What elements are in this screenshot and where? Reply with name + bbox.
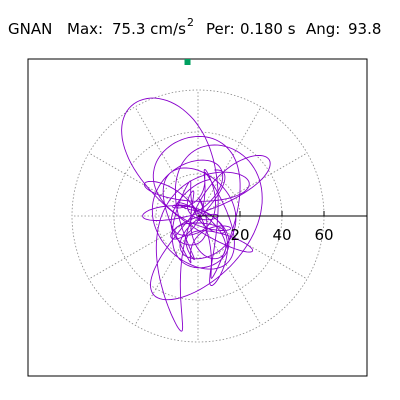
plot-border xyxy=(27,58,368,377)
max-amplitude-marker xyxy=(184,59,191,65)
grid-spoke-30 xyxy=(197,152,308,217)
radial-tick-label: 60 xyxy=(314,226,333,244)
max-marker-layer xyxy=(184,59,191,65)
station-label: GNAN xyxy=(8,20,52,38)
period-value: 0.180 s xyxy=(240,20,296,38)
grid-spoke-60 xyxy=(197,106,262,217)
radial-tick-label: 20 xyxy=(230,226,249,244)
max-label: Max: xyxy=(67,20,103,38)
grid-spoke-300 xyxy=(197,215,262,326)
max-unit-exponent: 2 xyxy=(187,16,194,29)
trace-path xyxy=(121,97,271,332)
angle-value: 93.8 xyxy=(348,20,381,38)
grid-spoke-240 xyxy=(134,215,199,326)
grid-spoke-120 xyxy=(134,106,199,217)
particle-motion-trace xyxy=(121,97,271,332)
polar-axis: 20 40 60 xyxy=(198,211,367,244)
radial-tick-label: 40 xyxy=(272,226,291,244)
period-label: Per: xyxy=(206,20,235,38)
angle-label: Ang: xyxy=(306,20,340,38)
grid-spoke-210 xyxy=(88,215,199,280)
chart-header: GNAN Max: 75.3 cm/s 2 Per: 0.180 s Ang: … xyxy=(8,16,381,38)
max-value: 75.3 cm/s xyxy=(112,20,186,38)
